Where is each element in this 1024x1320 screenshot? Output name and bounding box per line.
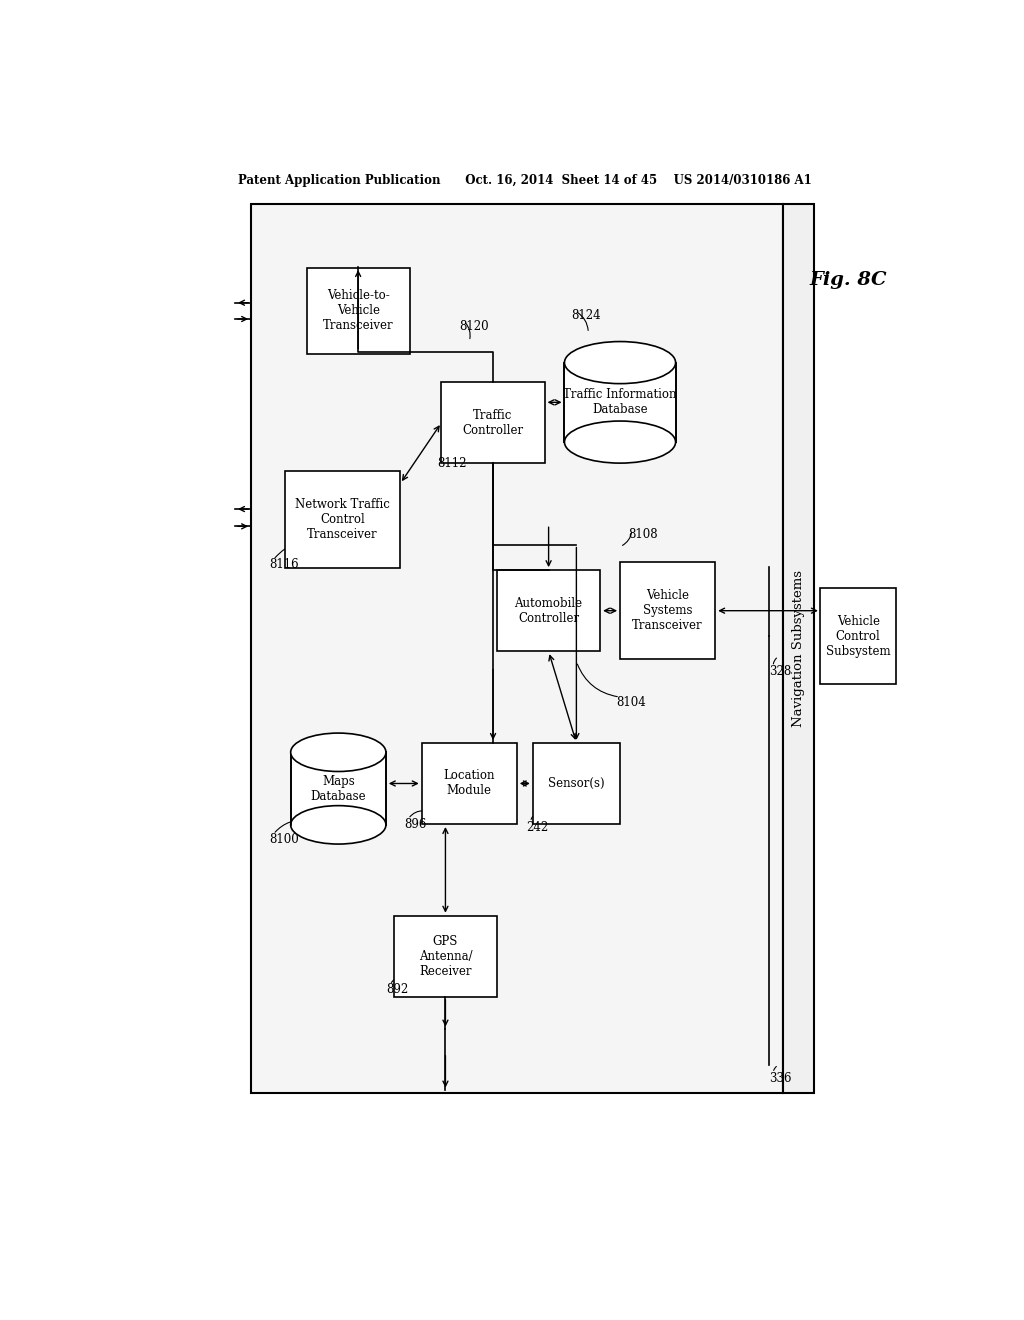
Text: 8100: 8100 <box>269 833 299 846</box>
Text: Traffic Information
Database: Traffic Information Database <box>563 388 677 416</box>
Text: 8124: 8124 <box>570 309 600 322</box>
Text: 8112: 8112 <box>437 457 467 470</box>
Bar <box>251 205 782 1093</box>
Bar <box>291 752 386 825</box>
Text: 336: 336 <box>769 1072 792 1085</box>
Bar <box>820 587 896 684</box>
Text: Network Traffic
Control
Transceiver: Network Traffic Control Transceiver <box>295 498 390 541</box>
Text: GPS
Antenna/
Receiver: GPS Antenna/ Receiver <box>419 935 472 978</box>
Bar <box>394 916 497 997</box>
Text: 8120: 8120 <box>460 319 489 333</box>
Text: Fig. 8C: Fig. 8C <box>810 272 888 289</box>
Text: Location
Module: Location Module <box>443 770 495 797</box>
Text: Vehicle
Systems
Transceiver: Vehicle Systems Transceiver <box>633 589 702 632</box>
Text: 328: 328 <box>769 665 792 678</box>
Bar <box>532 743 620 824</box>
Text: 8108: 8108 <box>628 528 657 541</box>
Text: 8116: 8116 <box>269 558 299 572</box>
Bar <box>285 471 399 568</box>
Text: 892: 892 <box>386 983 409 997</box>
Text: 8104: 8104 <box>616 696 646 709</box>
Bar <box>422 743 517 824</box>
Bar <box>621 562 716 659</box>
Text: Navigation Subsystems: Navigation Subsystems <box>793 570 805 727</box>
Bar <box>306 268 410 354</box>
Text: Sensor(s): Sensor(s) <box>548 777 605 789</box>
Text: Vehicle
Control
Subsystem: Vehicle Control Subsystem <box>825 615 891 657</box>
Text: 896: 896 <box>404 817 427 830</box>
Bar <box>782 205 814 1093</box>
Text: Patent Application Publication      Oct. 16, 2014  Sheet 14 of 45    US 2014/031: Patent Application Publication Oct. 16, … <box>238 174 812 187</box>
Text: Maps
Database: Maps Database <box>310 775 367 803</box>
Ellipse shape <box>291 805 386 843</box>
Bar <box>441 381 545 463</box>
Text: Automobile
Controller: Automobile Controller <box>514 597 583 624</box>
Text: 242: 242 <box>526 821 549 834</box>
Ellipse shape <box>291 733 386 771</box>
Text: Traffic
Controller: Traffic Controller <box>463 409 523 437</box>
Text: Vehicle-to-
Vehicle
Transceiver: Vehicle-to- Vehicle Transceiver <box>323 289 393 333</box>
Ellipse shape <box>564 421 676 463</box>
Bar <box>564 363 676 442</box>
Ellipse shape <box>564 342 676 384</box>
Bar <box>497 570 600 651</box>
